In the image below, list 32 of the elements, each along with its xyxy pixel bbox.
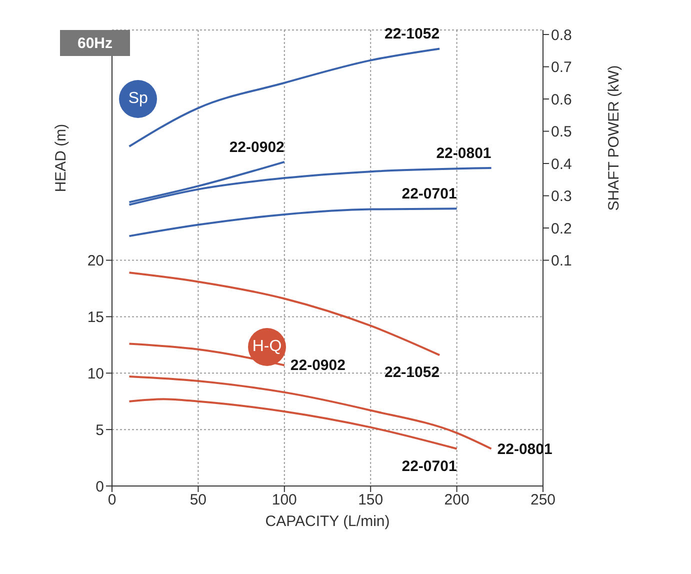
series-label: 22-0902 [290,357,346,374]
series-label: 22-0701 [402,458,457,475]
series-label: 22-0801 [436,145,492,162]
y2-tick-label: 0.4 [551,156,572,173]
x-tick-label: 150 [358,492,384,509]
y-axis-title: HEAD (m) [52,124,70,192]
annotation: 60Hz [60,30,130,56]
y2-tick-label: 0.1 [551,252,572,270]
y-tick-label: 10 [87,365,104,382]
x-tick-label: 0 [108,492,116,509]
y2-tick-label: 0.7 [551,59,572,76]
series-label: 22-0701 [402,186,457,203]
series-label: 22-0902 [229,138,284,156]
y2-tick-label: 0.3 [551,188,572,206]
y2-tick-label: 0.5 [551,124,572,141]
y2-tick-label: 0.8 [551,26,572,44]
x-axis-title: CAPACITY (L/min) [265,513,390,530]
y2-tick-label: 0.6 [551,91,572,108]
x-tick-label: 100 [272,492,297,509]
annotation: H-Q [248,328,286,366]
y2-tick-label: 0.2 [551,220,572,238]
y-tick-label: 0 [96,478,104,496]
y-tick-label: 15 [87,309,104,326]
y-tick-label: 5 [96,422,104,439]
x-tick-label: 50 [190,492,207,509]
x-tick-label: 200 [444,492,470,509]
x-tick-label: 250 [530,492,556,509]
series-label: 22-1052 [384,26,440,43]
y-tick-label: 20 [87,252,104,270]
annotation: Sp [119,80,158,118]
series-label: 22-1052 [384,364,440,382]
y2-axis-title: SHAFT POWER (kW) [605,65,622,211]
